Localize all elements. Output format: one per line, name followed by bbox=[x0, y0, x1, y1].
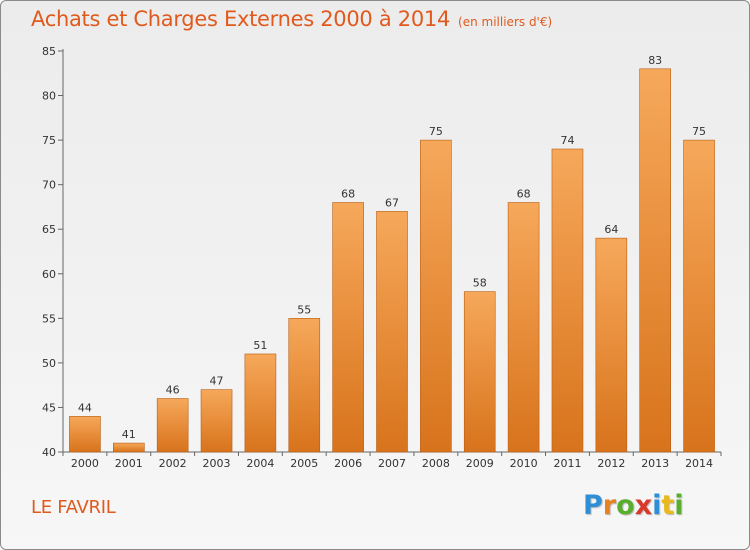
chart-title: Achats et Charges Externes 2000 à 2014 (e… bbox=[31, 7, 552, 31]
data-labels: 44 41 46 47 51 55 68 67 75 58 68 74 64 83 75 bbox=[78, 54, 706, 441]
bar bbox=[244, 353, 277, 453]
data-label: 44 bbox=[78, 401, 92, 414]
logo-letter: t bbox=[661, 490, 675, 521]
bar bbox=[288, 318, 321, 453]
bar-series bbox=[69, 68, 715, 453]
logo-letter: r bbox=[602, 490, 617, 521]
bar bbox=[595, 237, 628, 453]
x-tick-label: 2013 bbox=[641, 457, 669, 470]
y-tick-label: 75 bbox=[42, 134, 56, 147]
x-tick-label: 2006 bbox=[334, 457, 362, 470]
data-label: 83 bbox=[648, 54, 662, 67]
x-tick-label: 2007 bbox=[378, 457, 406, 470]
logo-letter: i bbox=[652, 490, 662, 521]
commune-name: LE FAVRIL bbox=[31, 497, 116, 518]
chart-subtitle: (en milliers d'€) bbox=[458, 15, 553, 29]
data-label: 58 bbox=[473, 277, 487, 290]
x-tick-label: 2014 bbox=[685, 457, 713, 470]
data-label: 64 bbox=[604, 223, 618, 236]
y-tick-label: 70 bbox=[42, 179, 56, 192]
x-tick-label: 2009 bbox=[466, 457, 494, 470]
x-tick-label: 2003 bbox=[203, 457, 231, 470]
bar bbox=[639, 68, 672, 453]
bar bbox=[683, 139, 715, 453]
data-label: 67 bbox=[385, 196, 399, 209]
x-tick-label: 2001 bbox=[115, 457, 143, 470]
y-tick-label: 40 bbox=[42, 446, 56, 459]
y-axis: 40 45 50 55 60 65 70 75 80 85 bbox=[42, 45, 64, 459]
logo-letter: P bbox=[583, 490, 603, 521]
data-label: 75 bbox=[429, 125, 443, 138]
x-tick-label: 2004 bbox=[246, 457, 274, 470]
data-label: 68 bbox=[341, 187, 355, 200]
y-tick-label: 45 bbox=[42, 401, 56, 414]
bar bbox=[507, 202, 540, 453]
y-tick-label: 85 bbox=[42, 45, 56, 58]
data-label: 75 bbox=[692, 125, 706, 138]
bar bbox=[113, 442, 145, 453]
data-label: 41 bbox=[122, 428, 136, 441]
x-tick-label: 2000 bbox=[71, 457, 99, 470]
x-tick-label: 2010 bbox=[510, 457, 538, 470]
y-tick-label: 65 bbox=[42, 223, 56, 236]
x-tick-label: 2005 bbox=[290, 457, 318, 470]
bar bbox=[376, 211, 408, 453]
data-label: 47 bbox=[210, 375, 224, 388]
x-tick-label: 2012 bbox=[597, 457, 625, 470]
y-tick-label: 55 bbox=[42, 312, 56, 325]
x-tick-label: 2011 bbox=[553, 457, 581, 470]
y-tick-label: 60 bbox=[42, 268, 56, 281]
data-label: 55 bbox=[297, 303, 311, 316]
bar bbox=[200, 389, 233, 453]
data-label: 68 bbox=[517, 187, 531, 200]
bar bbox=[332, 202, 364, 453]
x-axis: 2000 2001 2002 2003 2004 2005 2006 2007 2008 2009… bbox=[62, 451, 722, 470]
chart-title-text: Achats et Charges Externes 2000 à 2014 bbox=[31, 7, 451, 31]
data-label: 51 bbox=[253, 339, 267, 352]
data-label: 46 bbox=[166, 384, 180, 397]
bar bbox=[463, 291, 496, 453]
x-tick-label: 2002 bbox=[159, 457, 187, 470]
bar bbox=[156, 398, 189, 453]
x-tick-label: 2008 bbox=[422, 457, 450, 470]
logo-letter: x bbox=[634, 490, 653, 521]
logo-letter: o bbox=[616, 490, 635, 521]
bar bbox=[551, 148, 584, 453]
logo-letter: i bbox=[674, 490, 684, 521]
data-label: 74 bbox=[560, 134, 574, 147]
proxiti-logo: Proxiti bbox=[583, 490, 684, 521]
bar bbox=[69, 416, 101, 453]
y-tick-label: 50 bbox=[42, 357, 56, 370]
bar bbox=[420, 139, 452, 453]
y-tick-label: 80 bbox=[42, 90, 56, 103]
